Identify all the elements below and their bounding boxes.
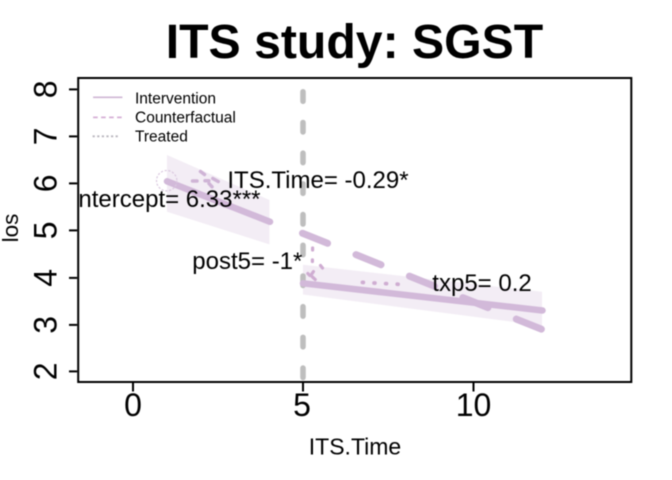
svg-text:4: 4 (27, 269, 63, 287)
svg-text:ITS.Time= -0.29*: ITS.Time= -0.29* (227, 167, 408, 194)
svg-text:5: 5 (27, 222, 63, 240)
svg-text:5: 5 (293, 387, 311, 423)
svg-text:3: 3 (27, 316, 63, 334)
svg-text:los: los (0, 214, 23, 243)
svg-text:ITS study: SGST: ITS study: SGST (166, 15, 544, 69)
svg-text:0: 0 (124, 387, 142, 423)
svg-text:10: 10 (456, 387, 492, 423)
svg-text:2: 2 (27, 363, 63, 381)
svg-text:Treated: Treated (135, 128, 188, 145)
svg-text:Intervention: Intervention (135, 91, 216, 108)
svg-text:7: 7 (27, 128, 63, 146)
svg-text:ntercept= 6.33***: ntercept= 6.33*** (78, 186, 260, 213)
svg-text:post5= -1*: post5= -1* (192, 248, 302, 275)
svg-text:6: 6 (27, 175, 63, 193)
svg-text:8: 8 (27, 81, 63, 99)
svg-text:Counterfactual: Counterfactual (135, 110, 236, 127)
svg-text:txp5= 0.2: txp5= 0.2 (432, 270, 531, 297)
svg-text:ITS.Time: ITS.Time (309, 434, 401, 460)
